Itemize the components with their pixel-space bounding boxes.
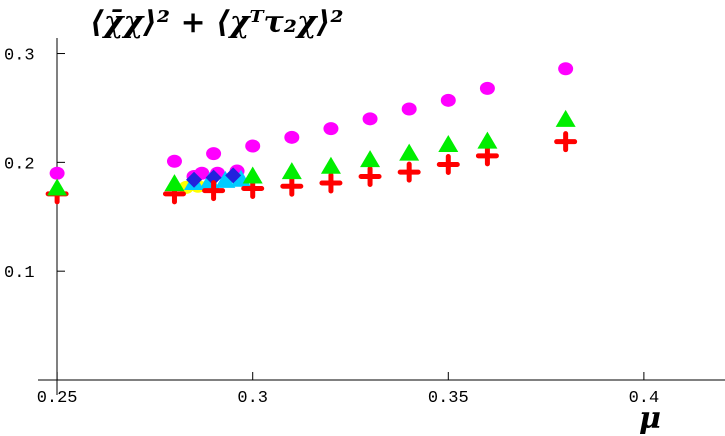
x-tick-label: 0.35 <box>428 389 469 408</box>
point <box>360 150 381 168</box>
point <box>358 166 382 187</box>
point <box>401 102 417 116</box>
point <box>554 131 578 153</box>
y-tick-label: 0.1 <box>4 264 35 283</box>
point <box>215 170 236 188</box>
point <box>284 130 300 144</box>
x-axis-label: μ <box>639 401 661 436</box>
point <box>320 156 341 174</box>
point <box>281 162 302 180</box>
point <box>436 154 460 176</box>
point <box>477 131 498 149</box>
point <box>475 145 499 167</box>
point <box>399 143 420 161</box>
point <box>438 134 459 152</box>
point <box>47 178 68 196</box>
point <box>440 93 456 107</box>
x-tick-label: 0.3 <box>237 389 268 408</box>
point <box>225 167 242 184</box>
point <box>319 172 343 194</box>
point <box>49 166 65 180</box>
point <box>242 166 263 184</box>
point <box>555 109 576 127</box>
point <box>280 175 304 197</box>
chart-title: ⟨χ̄χ⟩² + ⟨χᵀτ₂χ⟩² <box>90 5 343 40</box>
point <box>186 171 203 188</box>
point <box>245 139 261 153</box>
x-tick-label: 0.25 <box>37 389 78 408</box>
point <box>397 161 421 183</box>
point <box>205 169 222 186</box>
point <box>362 112 378 126</box>
point <box>202 180 226 202</box>
point <box>479 81 495 95</box>
point <box>323 122 339 136</box>
point <box>206 147 222 161</box>
y-tick-label: 0.2 <box>4 155 35 174</box>
x-tick-label: 0.4 <box>629 389 660 408</box>
point <box>558 62 574 76</box>
point <box>164 174 185 192</box>
y-tick-label: 0.3 <box>4 47 35 66</box>
point <box>166 154 182 168</box>
